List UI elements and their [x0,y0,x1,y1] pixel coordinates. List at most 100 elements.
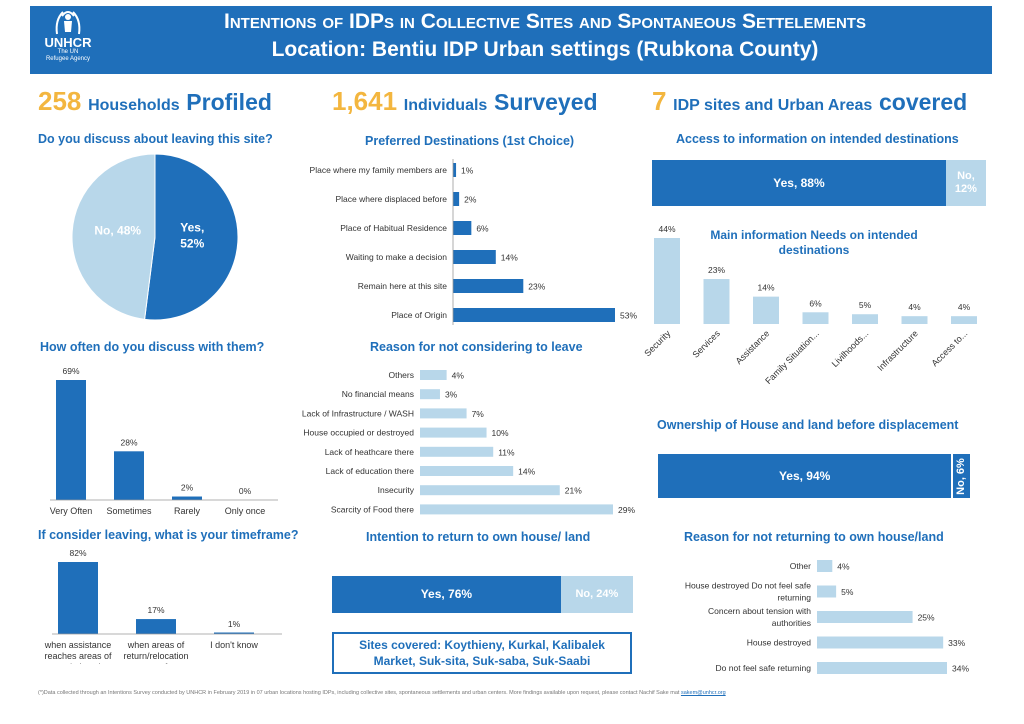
stacked-segment: Yes, 76% [332,576,561,613]
stacked-segment: No, 6% [951,454,970,498]
bar-category-label: Scarcity of Food there [331,504,414,514]
bar-value-label: 3% [445,390,458,400]
bar-value-label: 5% [841,587,854,597]
bar-category-label: Family Situation... [763,328,821,386]
bar [453,279,524,293]
bar-category-label: Place of Habitual Residence [340,223,447,233]
stacked-segment-label: Yes, 76% [420,587,473,601]
bar [817,585,837,598]
bar [58,562,98,634]
bar [420,446,494,457]
bar-value-label: 4% [958,302,971,312]
bar-category-label: Very Often [50,506,93,516]
kpi-households: 258 Households Profiled [38,86,272,117]
bar-value-label: 69% [62,366,79,376]
bar-chart-discuss-frequency: 69% Very Often 28% Sometimes 2% Rarely 0% Only … [50,366,278,516]
bar-category-label: Only once [225,506,266,516]
pie-chart-discuss-leaving: Yes, 52% No, 48% [71,153,239,321]
bar-category-label: Services [690,328,722,360]
bar-category-label: Infrastructure [875,328,920,373]
bar [420,485,560,496]
bar-category-label: Security [642,328,672,358]
bar [136,619,176,634]
kpi-households-big: Profiled [186,89,272,115]
title-access-info: Access to information on intended destin… [676,132,959,146]
bar-value-label: 10% [492,428,509,438]
bar-category-label: Place of Origin [391,310,447,320]
bar-category-label: Remain here at this site [358,281,448,291]
bar-value-label: 2% [464,195,477,205]
bar-category-label: Do not feel safe returning [716,663,812,673]
bar-value-label: 4% [837,562,850,572]
bar-category-label: Lack of Infrastructure / WASH [302,408,414,418]
bar [453,221,472,235]
logo-name: UNHCR [44,35,92,50]
bar [56,380,86,500]
stacked-segment: Yes, 88% [652,160,946,206]
bar-value-label: 25% [918,613,935,623]
bar [901,316,928,324]
stacked-segment-label: No, 24% [575,588,619,600]
bar [420,427,487,438]
bar-category-label: Lack of heathcare there [325,447,415,457]
bar-category-label: I don't know [210,640,258,650]
footnote: (*)Data collected through an Intentions … [38,690,988,696]
bar-value-label: 44% [658,224,675,234]
bar-value-label: 11% [498,447,515,457]
kpi-households-number: 258 [38,86,82,116]
bar-category-label: Waiting to make a decision [346,252,448,262]
bar-value-label: 23% [528,282,545,292]
bar [654,238,680,324]
title-reason-not-leave: Reason for not considering to leave [370,340,583,354]
bar-value-label: 14% [757,283,774,293]
bar [817,560,833,572]
page-subtitle: Location: Bentiu IDP Urban settings (Rub… [271,38,819,61]
pie-slice [71,153,156,320]
kpi-households-text: Households [88,97,180,114]
sites-covered-box: Sites covered: Koythieny, Kurkal, Kaliba… [332,632,632,674]
kpi-individuals-number: 1,641 [332,86,398,116]
bar [817,662,947,674]
bar-category-label: No financial means [342,389,414,399]
bar-value-label: 28% [120,437,137,447]
pie-slice-label: No, 48% [94,224,141,238]
bar [420,389,440,400]
title-preferred-destinations: Preferred Destinations (1st Choice) [365,134,575,148]
bar-value-label: 4% [452,371,465,381]
bar [420,408,467,419]
stacked-segment: Yes, 94% [658,454,952,498]
title-info-needs: Main information Needs on intended destin… [710,228,917,257]
stacked-bar-access-info: Yes, 88% No, 12% [652,160,986,206]
bar-value-label: 21% [565,486,582,496]
stacked-segment-label: Yes, 88% [773,175,825,190]
bar-value-label: 5% [859,300,872,310]
bar-value-label: 6% [476,224,489,234]
bar-category-label: Livilhoods... [830,328,871,369]
stacked-segment: No, 12% [945,160,986,206]
bar [453,163,457,177]
bar-category-label: Others [388,370,414,380]
bar-value-label: 53% [620,311,637,321]
bar-value-label: 29% [618,505,635,515]
bar-chart-info-needs: 44% Security 23% Services 14% Assistance 6% Fam… [642,224,977,386]
bar [703,279,730,324]
title-discuss-frequency: How often do you discuss with them? [40,340,265,354]
bar-value-label: 2% [181,483,194,493]
title-timeframe: If consider leaving, what is your timefr… [38,528,299,542]
stacked-segment-label: Yes, 94% [778,468,831,483]
bar-chart-preferred-destinations: Place where my family members are 1% Place… [310,159,637,325]
title-reason-not-return: Reason for not returning to own house/la… [684,530,944,544]
bar [420,370,447,380]
bar-category-label: Assistance [734,328,772,366]
bar-value-label: 7% [472,409,485,419]
bar-value-label: 34% [952,664,969,674]
bar-value-label: 14% [501,253,518,263]
bar-value-label: 82% [69,548,86,558]
pie-slice [144,153,239,321]
title-intention-return: Intention to return to own house/ land [366,530,591,544]
contact-email-link[interactable]: sakem@unhcr.org [680,690,726,696]
bar-category-label: Insecurity [378,485,415,495]
bar-value-label: 17% [147,605,164,615]
